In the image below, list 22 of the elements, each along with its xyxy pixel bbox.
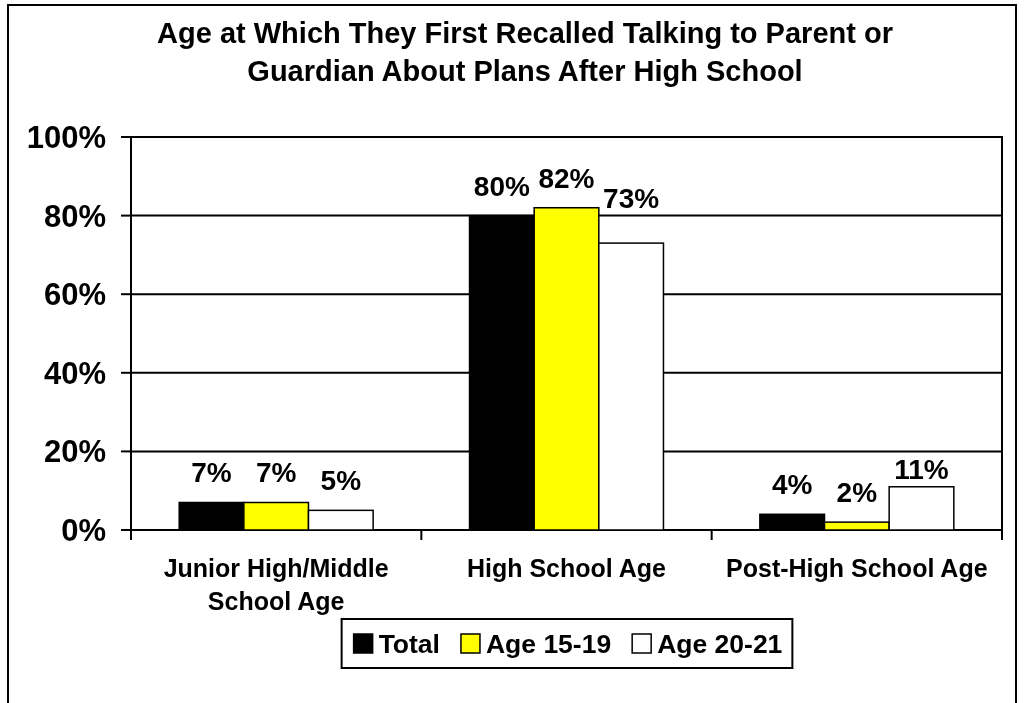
- y-tick-label: 80%: [43, 198, 106, 234]
- data-label: 11%: [894, 453, 949, 485]
- data-label: 5%: [320, 465, 362, 497]
- chart-title: Age at Which They First Recalled Talking to Parent or Guardian About Plans After High School: [157, 17, 893, 87]
- data-label: 2%: [836, 477, 878, 509]
- legend-label: Total: [378, 628, 440, 659]
- data-label: 7%: [255, 457, 297, 489]
- legend-label: Age 20-21: [657, 628, 783, 659]
- y-tick-label: 0%: [61, 512, 106, 548]
- x-tick-label: High School Age: [466, 554, 667, 582]
- data-label: 7%: [191, 457, 232, 489]
- data-label: 82%: [538, 162, 595, 194]
- y-tick-label: 40%: [43, 355, 106, 391]
- data-label: 80%: [473, 170, 530, 202]
- data-label: 4%: [771, 469, 813, 501]
- data-label: 73%: [603, 182, 660, 214]
- y-tick-label: 60%: [43, 276, 106, 312]
- y-tick-label: 20%: [43, 433, 106, 469]
- x-tick-label: Junior High/Middle School Age: [163, 554, 389, 615]
- y-tick-label: 100%: [26, 119, 106, 155]
- legend-label: Age 15-19: [485, 628, 612, 659]
- x-tick-label: Post-High School Age: [726, 554, 988, 582]
